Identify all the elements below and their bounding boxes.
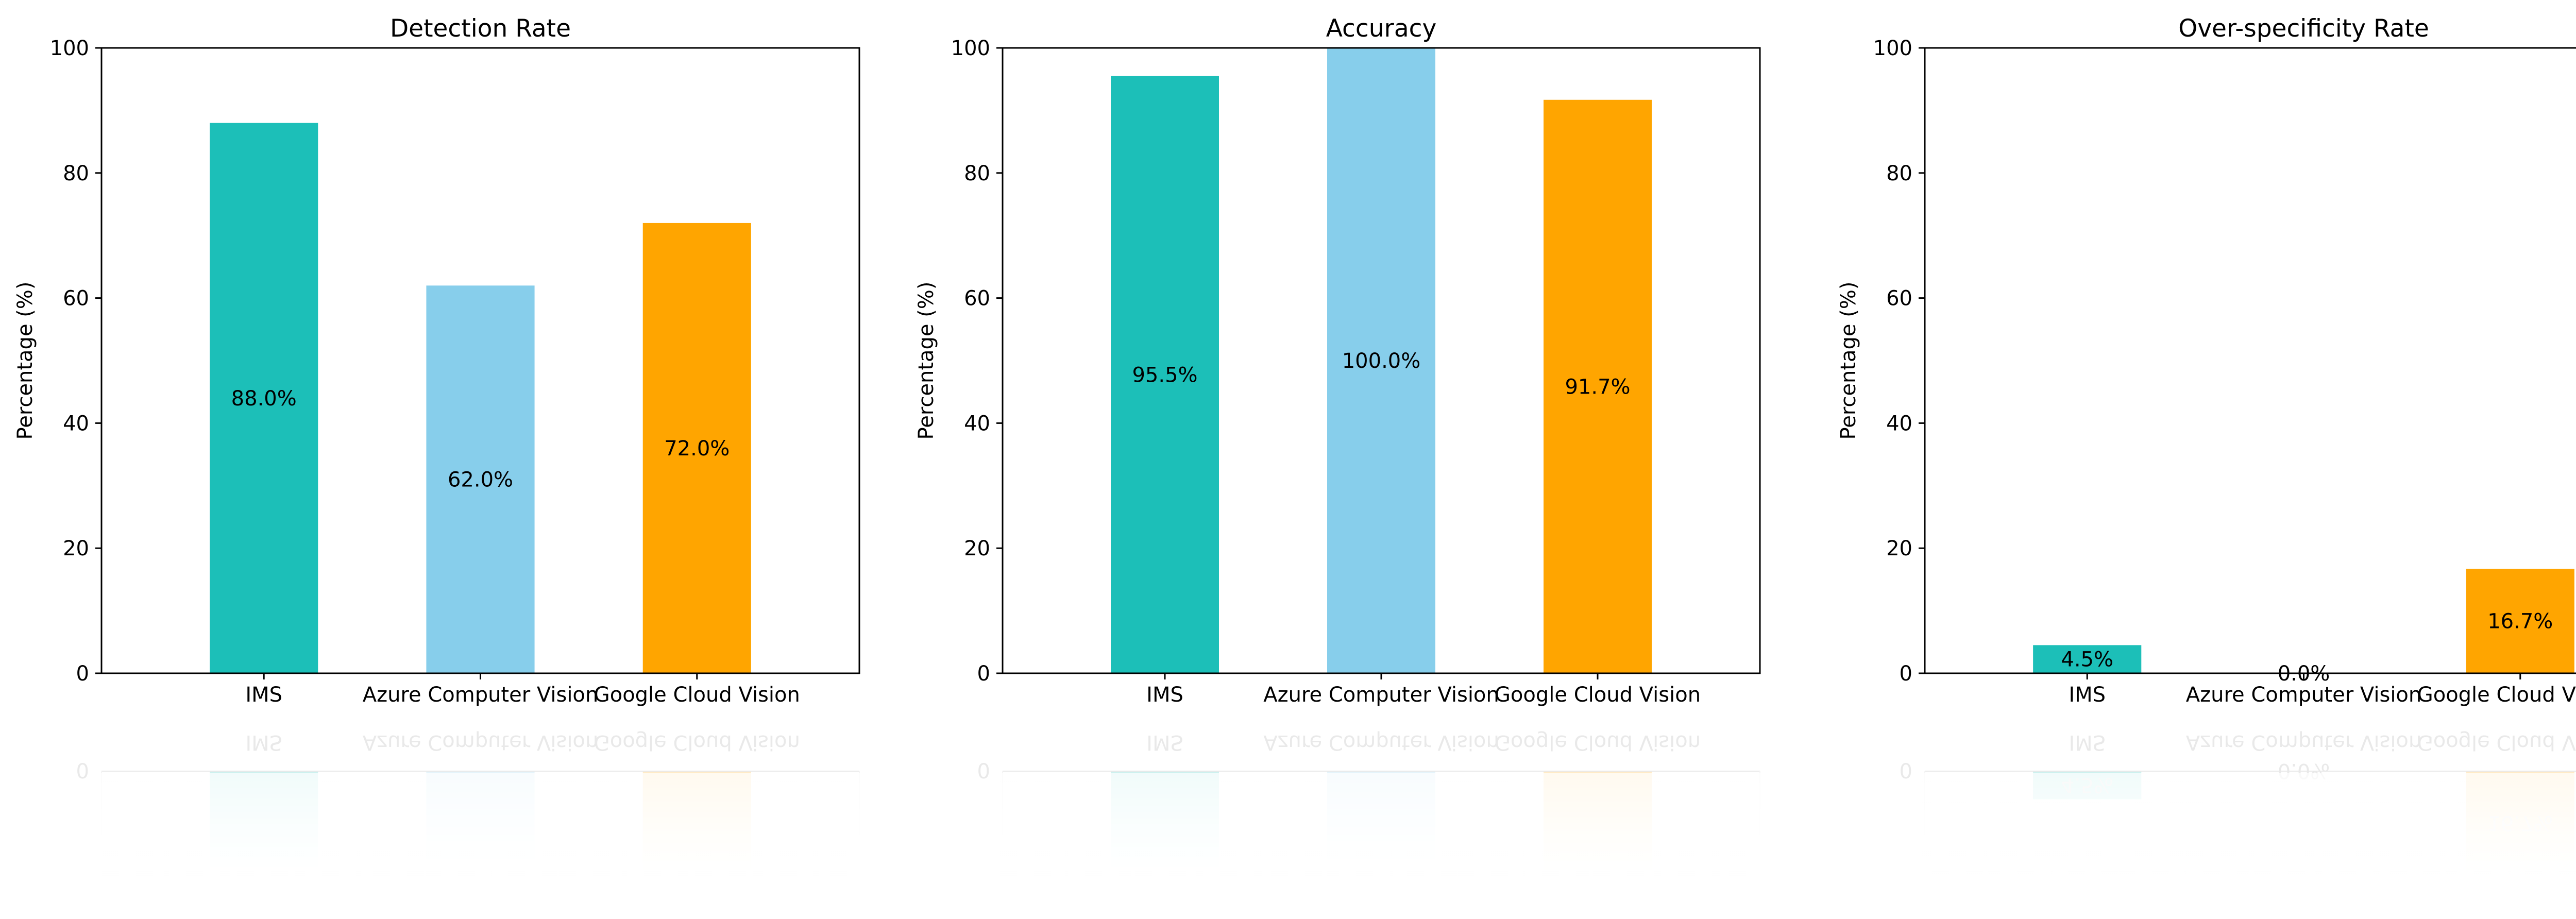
reflected-zero-label: 0: [1900, 760, 1912, 784]
bar-3: [2466, 569, 2574, 673]
bar-1: [210, 123, 318, 674]
bar-value-label: 16.7%: [2487, 610, 2553, 634]
y-tick-label: 60: [1886, 287, 1912, 311]
x-tick-label: Google Cloud Vision: [594, 683, 800, 707]
chart-title: Over-specificity Rate: [2178, 14, 2429, 43]
y-tick-label: 0: [76, 662, 89, 686]
bar-value-label: 91.7%: [1565, 375, 1630, 399]
y-tick-label: 0: [977, 662, 990, 686]
y-tick-label: 40: [964, 412, 990, 435]
bar-value-label: 88.0%: [231, 387, 297, 411]
reflected-zero-label: 0: [977, 760, 990, 784]
chart-title: Accuracy: [1326, 14, 1437, 43]
reflected-x-tick-label: Azure Computer Vision: [1263, 730, 1499, 754]
chart-panel-1: Detection Rate 88.0% 62.0% 72.0% 0 20 40 60 80 10…: [13, 14, 862, 876]
reflected-x-tick-label: Azure Computer Vision: [2186, 730, 2422, 754]
reflection-fade: [99, 773, 862, 876]
y-tick-label: 100: [951, 37, 990, 60]
y-tick-label: 60: [964, 287, 990, 311]
bar-3: [1544, 99, 1652, 674]
y-tick-label: 20: [63, 537, 89, 560]
bar-3: [642, 223, 751, 673]
reflection-fade: [1000, 773, 1762, 876]
bar-2: [1327, 48, 1435, 673]
bar-value-label: 100.0%: [1342, 349, 1421, 373]
y-tick-label: 80: [63, 162, 89, 185]
y-tick-label: 60: [63, 287, 89, 311]
reflected-x-tick-label: IMS: [1146, 730, 1183, 754]
reflected-x-tick-label: Google Cloud Vision: [1495, 730, 1701, 754]
y-tick-label: 80: [1886, 162, 1912, 185]
x-tick-label: Azure Computer Vision: [363, 683, 599, 707]
x-tick-label: Azure Computer Vision: [2186, 683, 2422, 707]
y-tick-label: 40: [1886, 412, 1912, 435]
reflected-x-tick-label: Google Cloud Vision: [2417, 730, 2576, 754]
bar-1: [2033, 645, 2142, 673]
bar-value-label: 72.0%: [664, 437, 730, 461]
y-tick-label: 100: [1873, 37, 1912, 60]
panels: Detection Rate 88.0% 62.0% 72.0% 0 20 40 60 80 10…: [13, 14, 2576, 876]
x-tick-label: IMS: [2069, 683, 2106, 707]
x-tick-label: Azure Computer Vision: [1263, 683, 1499, 707]
y-tick-label: 20: [964, 537, 990, 560]
y-tick-label: 100: [50, 37, 89, 60]
reflected-x-tick-label: IMS: [2069, 730, 2106, 754]
bar-value-label: 62.0%: [448, 468, 513, 492]
bar-2: [426, 285, 535, 673]
reflected-x-tick-label: Azure Computer Vision: [363, 730, 599, 754]
chart-panel-3: Over-specificity Rate4.5%0.0%16.7%020406…: [1837, 14, 2576, 876]
y-axis-label: Percentage (%): [13, 282, 37, 440]
y-tick-label: 40: [63, 412, 89, 435]
bar-1: [1111, 76, 1219, 673]
reflected-zero-label: 0: [76, 760, 89, 784]
reflected-x-tick-label: Google Cloud Vision: [594, 730, 800, 754]
x-tick-label: IMS: [245, 683, 282, 707]
y-tick-label: 0: [1900, 662, 1912, 686]
chart-title: Detection Rate: [390, 14, 571, 43]
x-tick-label: IMS: [1146, 683, 1183, 707]
bar-value-label: 4.5%: [2061, 648, 2113, 672]
chart-panel-2: Accuracy 95.5% 100.0% 91.7% 0 20 40 60 80 100 IMS A…: [914, 14, 1762, 876]
y-axis-label: Percentage (%): [1837, 282, 1860, 440]
y-tick-label: 80: [964, 162, 990, 185]
y-axis-label: Percentage (%): [914, 282, 938, 440]
bar-value-label: 95.5%: [1132, 363, 1197, 387]
x-tick-label: Google Cloud Vision: [2417, 683, 2576, 707]
y-tick-label: 20: [1886, 537, 1912, 560]
reflection-fade: [1922, 773, 2576, 876]
reflected-x-tick-label: IMS: [245, 730, 282, 754]
x-tick-label: Google Cloud Vision: [1495, 683, 1701, 707]
